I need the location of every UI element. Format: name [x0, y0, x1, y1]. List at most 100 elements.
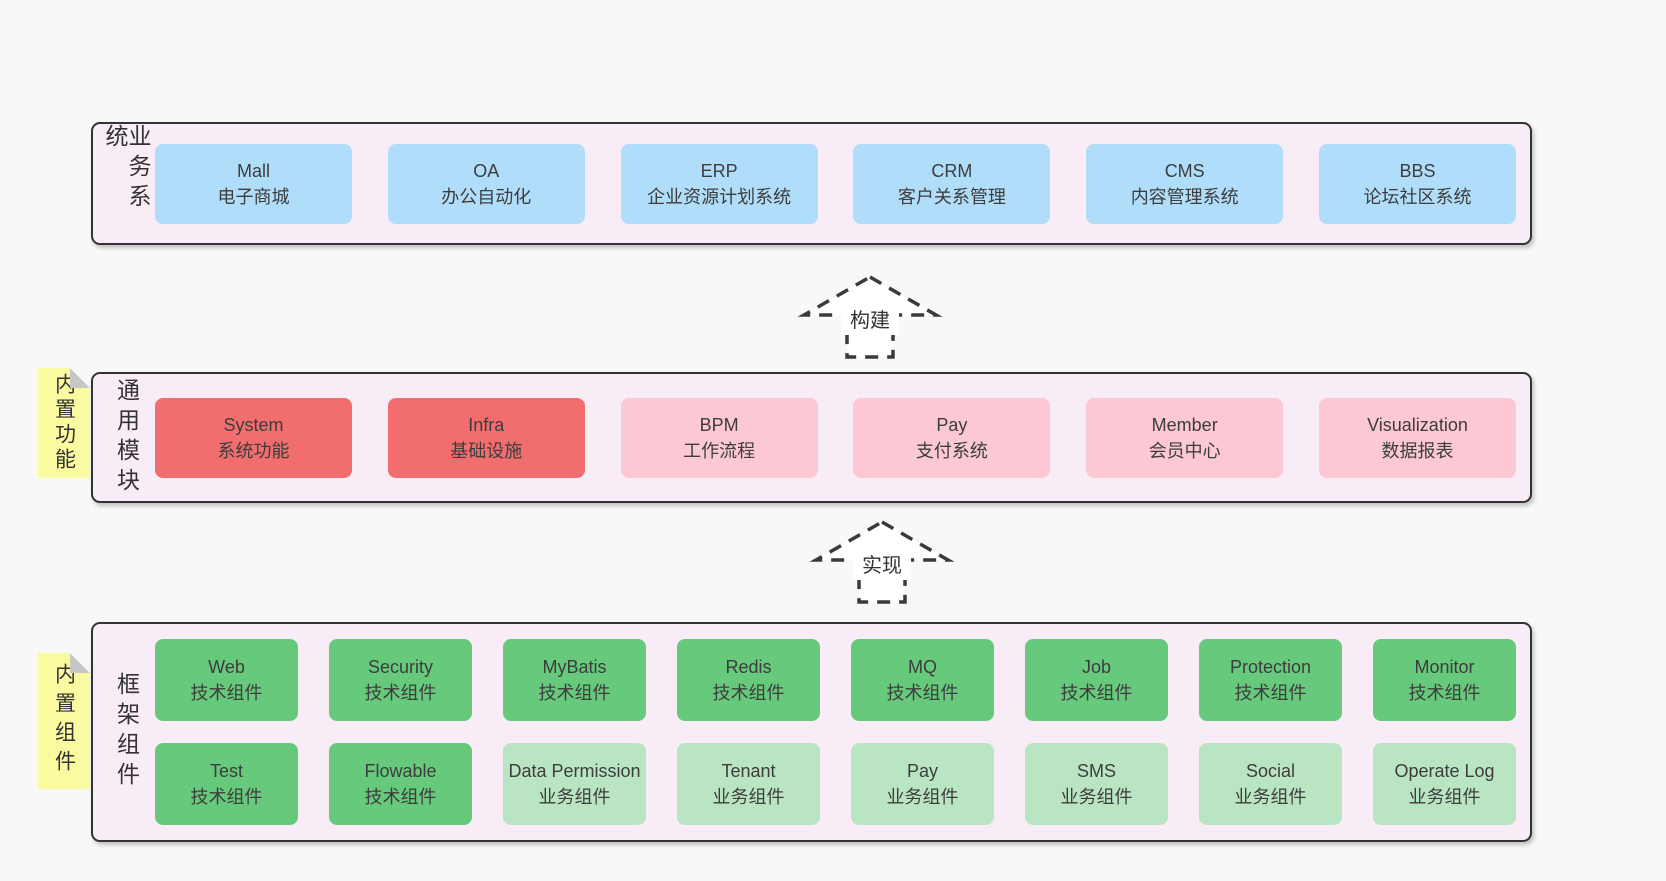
- box-title: Tenant: [721, 761, 776, 781]
- box-subtitle: 技术组件: [364, 787, 437, 807]
- box-cms: CMS 内容管理系统: [1086, 143, 1284, 224]
- box-data-permission: Data Permission 业务组件: [503, 743, 646, 825]
- box-title: CMS: [1164, 160, 1205, 181]
- implement-arrow-label: 实现: [862, 554, 902, 577]
- box-sms: SMS 业务组件: [1025, 743, 1168, 825]
- box-tenant: Tenant 业务组件: [677, 743, 820, 825]
- box-subtitle: 技术组件: [190, 787, 263, 807]
- box-test: Test 技术组件: [155, 743, 298, 825]
- box-visualization: Visualization 数据报表: [1318, 397, 1516, 478]
- box-job: Job 技术组件: [1025, 639, 1168, 721]
- box-title: Redis: [725, 657, 772, 677]
- box-subtitle: 企业资源计划系统: [647, 186, 792, 207]
- box-web: Web 技术组件: [155, 639, 298, 721]
- framework-components-rows: Web 技术组件 Security 技术组件 MyBatis 技术组件 Redi…: [149, 624, 1530, 840]
- box-subtitle: 会员中心: [1148, 440, 1221, 461]
- box-title: Monitor: [1414, 657, 1475, 677]
- box-subtitle: 技术组件: [1234, 683, 1307, 703]
- box-subtitle: 技术组件: [538, 683, 611, 703]
- box-bbs: BBS 论坛社区系统: [1318, 143, 1516, 224]
- box-title: System: [223, 414, 284, 435]
- panel-label-framework-components: 框架组件: [103, 624, 149, 840]
- sticky-note-builtin-features: 内置功能: [38, 368, 90, 478]
- box-title: Web: [208, 657, 245, 677]
- folded-corner-icon: [70, 368, 90, 388]
- folded-corner-icon: [70, 653, 90, 673]
- box-mq: MQ 技术组件: [851, 639, 994, 721]
- box-subtitle: 技术组件: [1060, 683, 1133, 703]
- box-pay-module: Pay 支付系统: [853, 397, 1051, 478]
- box-title: MQ: [908, 657, 937, 677]
- box-subtitle: 业务组件: [1234, 787, 1307, 807]
- box-subtitle: 技术组件: [712, 683, 785, 703]
- box-title: SMS: [1076, 761, 1116, 781]
- box-subtitle: 业务组件: [538, 787, 611, 807]
- box-title: Protection: [1229, 657, 1312, 677]
- box-title: Operate Log: [1394, 761, 1495, 781]
- panel-common-modules: 通用模块 System 系统功能 Infra 基础设施 BPM 工作流程 Pay…: [91, 372, 1532, 503]
- box-title: Mall: [236, 160, 270, 181]
- box-title: Job: [1081, 657, 1112, 677]
- build-arrow-label: 构建: [850, 309, 890, 332]
- box-crm: CRM 客户关系管理: [853, 143, 1051, 224]
- box-subtitle: 业务组件: [1060, 787, 1133, 807]
- box-flowable: Flowable 技术组件: [329, 743, 472, 825]
- box-redis: Redis 技术组件: [677, 639, 820, 721]
- tech-components-row: Web 技术组件 Security 技术组件 MyBatis 技术组件 Redi…: [155, 639, 1516, 721]
- box-title: Infra: [468, 414, 505, 435]
- box-title: Data Permission: [508, 761, 641, 781]
- box-mall: Mall 电子商城: [155, 143, 352, 224]
- box-member: Member 会员中心: [1086, 397, 1284, 478]
- box-infra: Infra 基础设施: [387, 397, 585, 478]
- box-title: OA: [473, 160, 500, 181]
- note-text: 内置功能: [52, 373, 76, 473]
- box-title: Security: [367, 657, 434, 677]
- box-subtitle: 办公自动化: [441, 186, 532, 207]
- box-title: Visualization: [1367, 414, 1468, 435]
- box-title: MyBatis: [542, 657, 607, 677]
- box-title: BBS: [1399, 160, 1436, 181]
- box-subtitle: 客户关系管理: [897, 186, 1006, 207]
- box-subtitle: 技术组件: [190, 683, 263, 703]
- box-title: BPM: [699, 414, 739, 435]
- box-subtitle: 内容管理系统: [1130, 186, 1239, 207]
- panel-label-common-modules: 通用模块: [103, 374, 149, 501]
- box-social: Social 业务组件: [1199, 743, 1342, 825]
- box-mybatis: MyBatis 技术组件: [503, 639, 646, 721]
- box-oa: OA 办公自动化: [387, 143, 585, 224]
- box-security: Security 技术组件: [329, 639, 472, 721]
- box-title: Social: [1245, 761, 1296, 781]
- panel-framework-components: 框架组件 Web 技术组件 Security 技术组件 MyBatis 技术组件…: [91, 622, 1532, 842]
- box-title: Test: [209, 761, 243, 781]
- box-operate-log: Operate Log 业务组件: [1373, 743, 1516, 825]
- build-arrow-icon: 构建: [797, 274, 943, 359]
- box-subtitle: 数据报表: [1381, 440, 1454, 461]
- box-subtitle: 电子商城: [217, 186, 290, 207]
- business-systems-box-row: Mall 电子商城 OA 办公自动化 ERP 企业资源计划系统 CRM 客户关系…: [149, 124, 1530, 243]
- panel-label-text: 框架组件: [113, 672, 140, 792]
- box-title: ERP: [700, 160, 738, 181]
- box-erp: ERP 企业资源计划系统: [620, 143, 818, 224]
- box-protection: Protection 技术组件: [1199, 639, 1342, 721]
- box-subtitle: 业务组件: [712, 787, 785, 807]
- box-title: Pay: [906, 761, 939, 781]
- box-bpm: BPM 工作流程: [620, 397, 818, 478]
- box-title: CRM: [931, 160, 973, 181]
- implement-arrow-icon: 实现: [809, 519, 955, 604]
- box-title: Member: [1151, 414, 1218, 435]
- box-subtitle: 基础设施: [450, 440, 523, 461]
- box-subtitle: 技术组件: [886, 683, 959, 703]
- panel-label-text: 业务系统: [102, 124, 151, 214]
- box-pay-component: Pay 业务组件: [851, 743, 994, 825]
- box-subtitle: 论坛社区系统: [1363, 186, 1472, 207]
- biz-components-row: Test 技术组件 Flowable 技术组件 Data Permission …: [155, 743, 1516, 825]
- panel-label-text: 通用模块: [113, 377, 140, 498]
- box-title: Flowable: [364, 761, 437, 781]
- box-subtitle: 支付系统: [915, 440, 988, 461]
- box-title: Pay: [936, 414, 968, 435]
- box-subtitle: 系统功能: [217, 440, 290, 461]
- note-text: 内置组件: [52, 663, 76, 779]
- box-system: System 系统功能: [155, 397, 352, 478]
- sticky-note-builtin-components: 内置组件: [38, 653, 90, 789]
- box-subtitle: 工作流程: [683, 440, 756, 461]
